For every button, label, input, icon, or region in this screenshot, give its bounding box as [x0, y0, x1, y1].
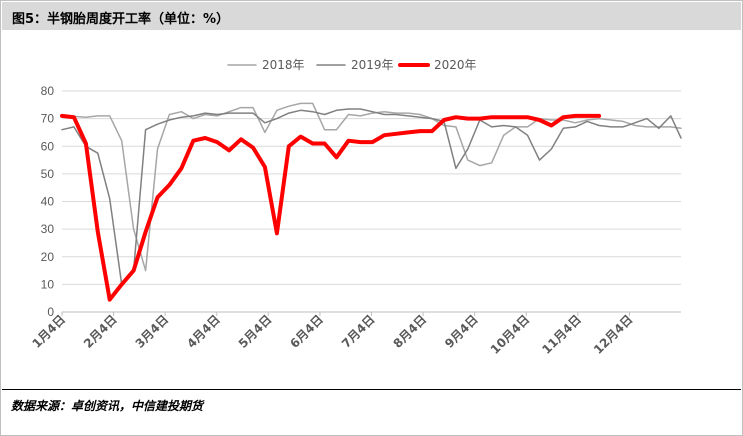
series-lines [60, 102, 682, 302]
figure-title: 图5：半钢胎周度开工率（单位：%） [12, 12, 230, 27]
x-tick-label: 5月4日 [236, 312, 275, 351]
y-tick-label: 60 [41, 139, 55, 153]
x-tick-label: 6月4日 [287, 312, 326, 351]
legend: 2018年 2019年 2020年 [227, 58, 477, 72]
source-note: 数据来源：卓创资讯，中信建投期货 [11, 399, 204, 413]
x-tick-label: 11月4日 [539, 312, 584, 357]
y-tick-label: 70 [41, 112, 55, 126]
y-tick-label: 50 [41, 167, 55, 181]
title-bar: 图5：半钢胎周度开工率（单位：%） [2, 2, 741, 30]
source-divider [2, 389, 741, 390]
y-tick-label: 10 [41, 277, 55, 291]
x-tick-label: 9月4日 [442, 312, 481, 351]
x-tick-label: 4月4日 [184, 312, 223, 351]
series-line-1 [61, 108, 682, 286]
y-tick-label: 80 [41, 84, 55, 98]
y-tick-label: 0 [47, 305, 54, 319]
y-tick-label: 30 [41, 222, 55, 236]
x-tick-label: 2月4日 [81, 312, 120, 351]
x-tick-label: 7月4日 [339, 312, 378, 351]
x-tick-label: 8月4日 [391, 312, 430, 351]
legend-label: 2020年 [434, 58, 477, 72]
legend-label: 2018年 [262, 58, 305, 72]
x-tick-label: 3月4日 [133, 312, 172, 351]
x-tick-label: 12月4日 [591, 312, 636, 357]
legend-label: 2019年 [351, 58, 394, 72]
series-line-2 [60, 113, 602, 302]
y-tick-label: 20 [41, 250, 55, 264]
series-line-0 [61, 102, 682, 272]
y-tick-label: 40 [41, 195, 55, 209]
x-tick-label: 10月4日 [488, 312, 533, 357]
